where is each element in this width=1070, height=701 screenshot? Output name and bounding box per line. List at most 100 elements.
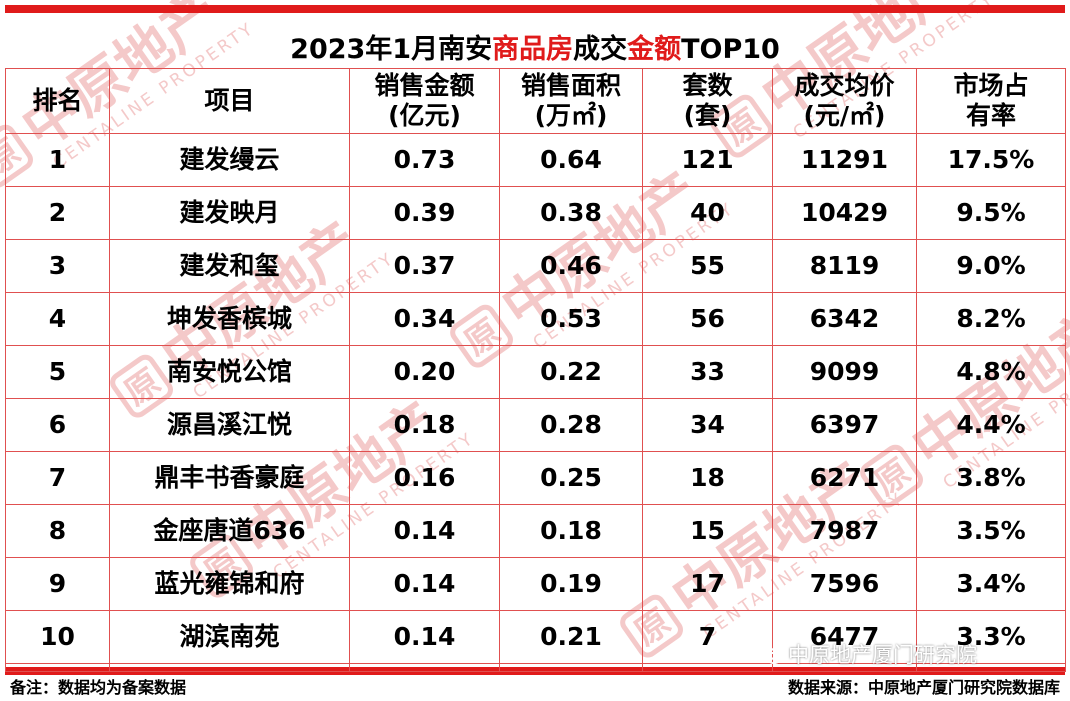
cell-sales-amount: 0.16 — [349, 451, 500, 505]
cell-units: 15 — [642, 504, 773, 558]
cell-rank: 2 — [5, 186, 110, 240]
cell-sales-area: 0.53 — [499, 292, 643, 346]
wechat-account-name: 中原地产厦门研究院 — [788, 643, 977, 667]
table-row: 4 坤发香槟城 0.34 0.53 56 6342 8.2% — [5, 292, 1066, 346]
header-cell-sales-area: 销售面积 (万㎡) — [499, 68, 643, 134]
cell-units: 121 — [642, 133, 773, 187]
cell-sales-area: 0.22 — [499, 345, 643, 399]
cell-market-share: 4.8% — [916, 345, 1066, 399]
cell-market-share: 9.0% — [916, 239, 1066, 293]
cell-units: 55 — [642, 239, 773, 293]
cell-sales-amount: 0.73 — [349, 133, 500, 187]
cell-project: 蓝光雍锦和府 — [109, 557, 350, 611]
cell-project: 金座唐道636 — [109, 504, 350, 558]
cell-market-share: 3.4% — [916, 557, 1066, 611]
header-cell-avg-price: 成交均价 (元/㎡) — [772, 68, 917, 134]
filler-cell — [499, 663, 643, 672]
table-row: 5 南安悦公馆 0.20 0.22 33 9099 4.8% — [5, 345, 1066, 399]
filler-cell — [109, 663, 350, 672]
cell-units: 40 — [642, 186, 773, 240]
cell-sales-amount: 0.34 — [349, 292, 500, 346]
cell-units: 34 — [642, 398, 773, 452]
cell-rank: 5 — [5, 345, 110, 399]
header-cell-sales-amount: 销售金额 (亿元) — [349, 68, 500, 134]
cell-avg-price: 7987 — [772, 504, 917, 558]
table-row: 6 源昌溪江悦 0.18 0.28 34 6397 4.4% — [5, 398, 1066, 452]
title-middle: 成交 — [573, 34, 628, 65]
cell-project: 湖滨南苑 — [109, 610, 350, 664]
cell-avg-price: 6397 — [772, 398, 917, 452]
title-suffix: TOP10 — [681, 34, 780, 65]
top-accent-bar — [5, 5, 1065, 13]
header-cell-market-share: 市场占 有率 — [916, 68, 1066, 134]
cell-sales-area: 0.25 — [499, 451, 643, 505]
cell-sales-amount: 0.37 — [349, 239, 500, 293]
table-filler-row — [5, 663, 1066, 672]
title-highlight-amount: 金额 — [627, 34, 682, 65]
filler-cell — [349, 663, 500, 672]
cell-units: 7 — [642, 610, 773, 664]
cell-sales-amount: 0.14 — [349, 557, 500, 611]
cell-rank: 8 — [5, 504, 110, 558]
cell-sales-amount: 0.20 — [349, 345, 500, 399]
cell-project: 建发映月 — [109, 186, 350, 240]
cell-sales-amount: 0.18 — [349, 398, 500, 452]
cell-sales-area: 0.18 — [499, 504, 643, 558]
title-highlight-property: 商品房 — [492, 34, 574, 65]
cell-market-share: 4.4% — [916, 398, 1066, 452]
cell-rank: 3 — [5, 239, 110, 293]
cell-rank: 10 — [5, 610, 110, 664]
cell-units: 18 — [642, 451, 773, 505]
cell-project: 建发和玺 — [109, 239, 350, 293]
table-row: 1 建发缦云 0.73 0.64 121 11291 17.5% — [5, 133, 1066, 187]
cell-avg-price: 10429 — [772, 186, 917, 240]
cell-sales-amount: 0.14 — [349, 610, 500, 664]
wechat-icon — [758, 646, 782, 666]
cell-project: 南安悦公馆 — [109, 345, 350, 399]
header-cell-units: 套数 (套) — [642, 68, 773, 134]
cell-market-share: 3.8% — [916, 451, 1066, 505]
footnote: 备注：数据均为备案数据 — [10, 678, 187, 697]
cell-sales-area: 0.19 — [499, 557, 643, 611]
cell-units: 33 — [642, 345, 773, 399]
cell-avg-price: 9099 — [772, 345, 917, 399]
table-row: 9 蓝光雍锦和府 0.14 0.19 17 7596 3.4% — [5, 557, 1066, 611]
cell-sales-area: 0.64 — [499, 133, 643, 187]
cell-avg-price: 11291 — [772, 133, 917, 187]
cell-sales-area: 0.38 — [499, 186, 643, 240]
cell-sales-area: 0.28 — [499, 398, 643, 452]
filler-cell — [5, 663, 110, 672]
cell-rank: 1 — [5, 133, 110, 187]
cell-sales-area: 0.21 — [499, 610, 643, 664]
cell-avg-price: 6477 — [772, 610, 917, 664]
cell-units: 56 — [642, 292, 773, 346]
cell-rank: 7 — [5, 451, 110, 505]
cell-avg-price: 8119 — [772, 239, 917, 293]
table-row: 8 金座唐道636 0.14 0.18 15 7987 3.5% — [5, 504, 1066, 558]
cell-sales-amount: 0.39 — [349, 186, 500, 240]
cell-market-share: 8.2% — [916, 292, 1066, 346]
wechat-account-label: 中原地产厦门研究院 — [758, 640, 977, 670]
filler-cell — [916, 663, 1066, 672]
cell-project: 建发缦云 — [109, 133, 350, 187]
cell-rank: 9 — [5, 557, 110, 611]
table-row: 2 建发映月 0.39 0.38 40 10429 9.5% — [5, 186, 1066, 240]
cell-project: 鼎丰书香豪庭 — [109, 451, 350, 505]
cell-market-share: 9.5% — [916, 186, 1066, 240]
cell-units: 17 — [642, 557, 773, 611]
header-row: 排名 项目 销售金额 (亿元) 销售面积 (万㎡) 套数 (套) 成交均价 (元/㎡) … — [5, 68, 1066, 134]
cell-project: 源昌溪江悦 — [109, 398, 350, 452]
cell-avg-price: 7596 — [772, 557, 917, 611]
table-row: 7 鼎丰书香豪庭 0.16 0.25 18 6271 3.8% — [5, 451, 1066, 505]
title-prefix: 2023年1月南安 — [290, 34, 493, 65]
cell-avg-price: 6271 — [772, 451, 917, 505]
cell-sales-amount: 0.14 — [349, 504, 500, 558]
table-body: 1 建发缦云 0.73 0.64 121 11291 17.5% 2 建发映月 0.39 0.38 4… — [5, 133, 1066, 672]
header-cell-rank: 排名 — [5, 68, 110, 134]
cell-avg-price: 6342 — [772, 292, 917, 346]
cell-market-share: 3.5% — [916, 504, 1066, 558]
header-cell-project: 项目 — [109, 68, 350, 134]
ranking-table: 排名 项目 销售金额 (亿元) 销售面积 (万㎡) 套数 (套) 成交均价 (元/㎡) … — [5, 68, 1066, 672]
data-source: 数据来源：中原地产厦门研究院数据库 — [787, 678, 1060, 697]
